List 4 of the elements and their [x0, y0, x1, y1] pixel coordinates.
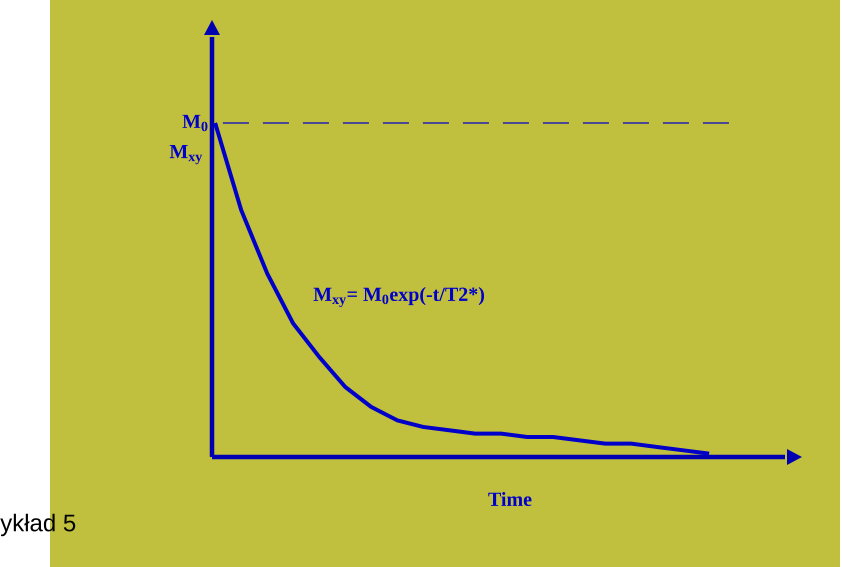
ref-line-label: M$_{0}$ [182, 114, 208, 132]
y-axis-title: M$_{xy}$ [170, 144, 202, 164]
annotation: M$_{xy}$= M$_{0}$exp(-t/T2*) [314, 286, 484, 308]
x-axis-title: Time [488, 492, 532, 506]
